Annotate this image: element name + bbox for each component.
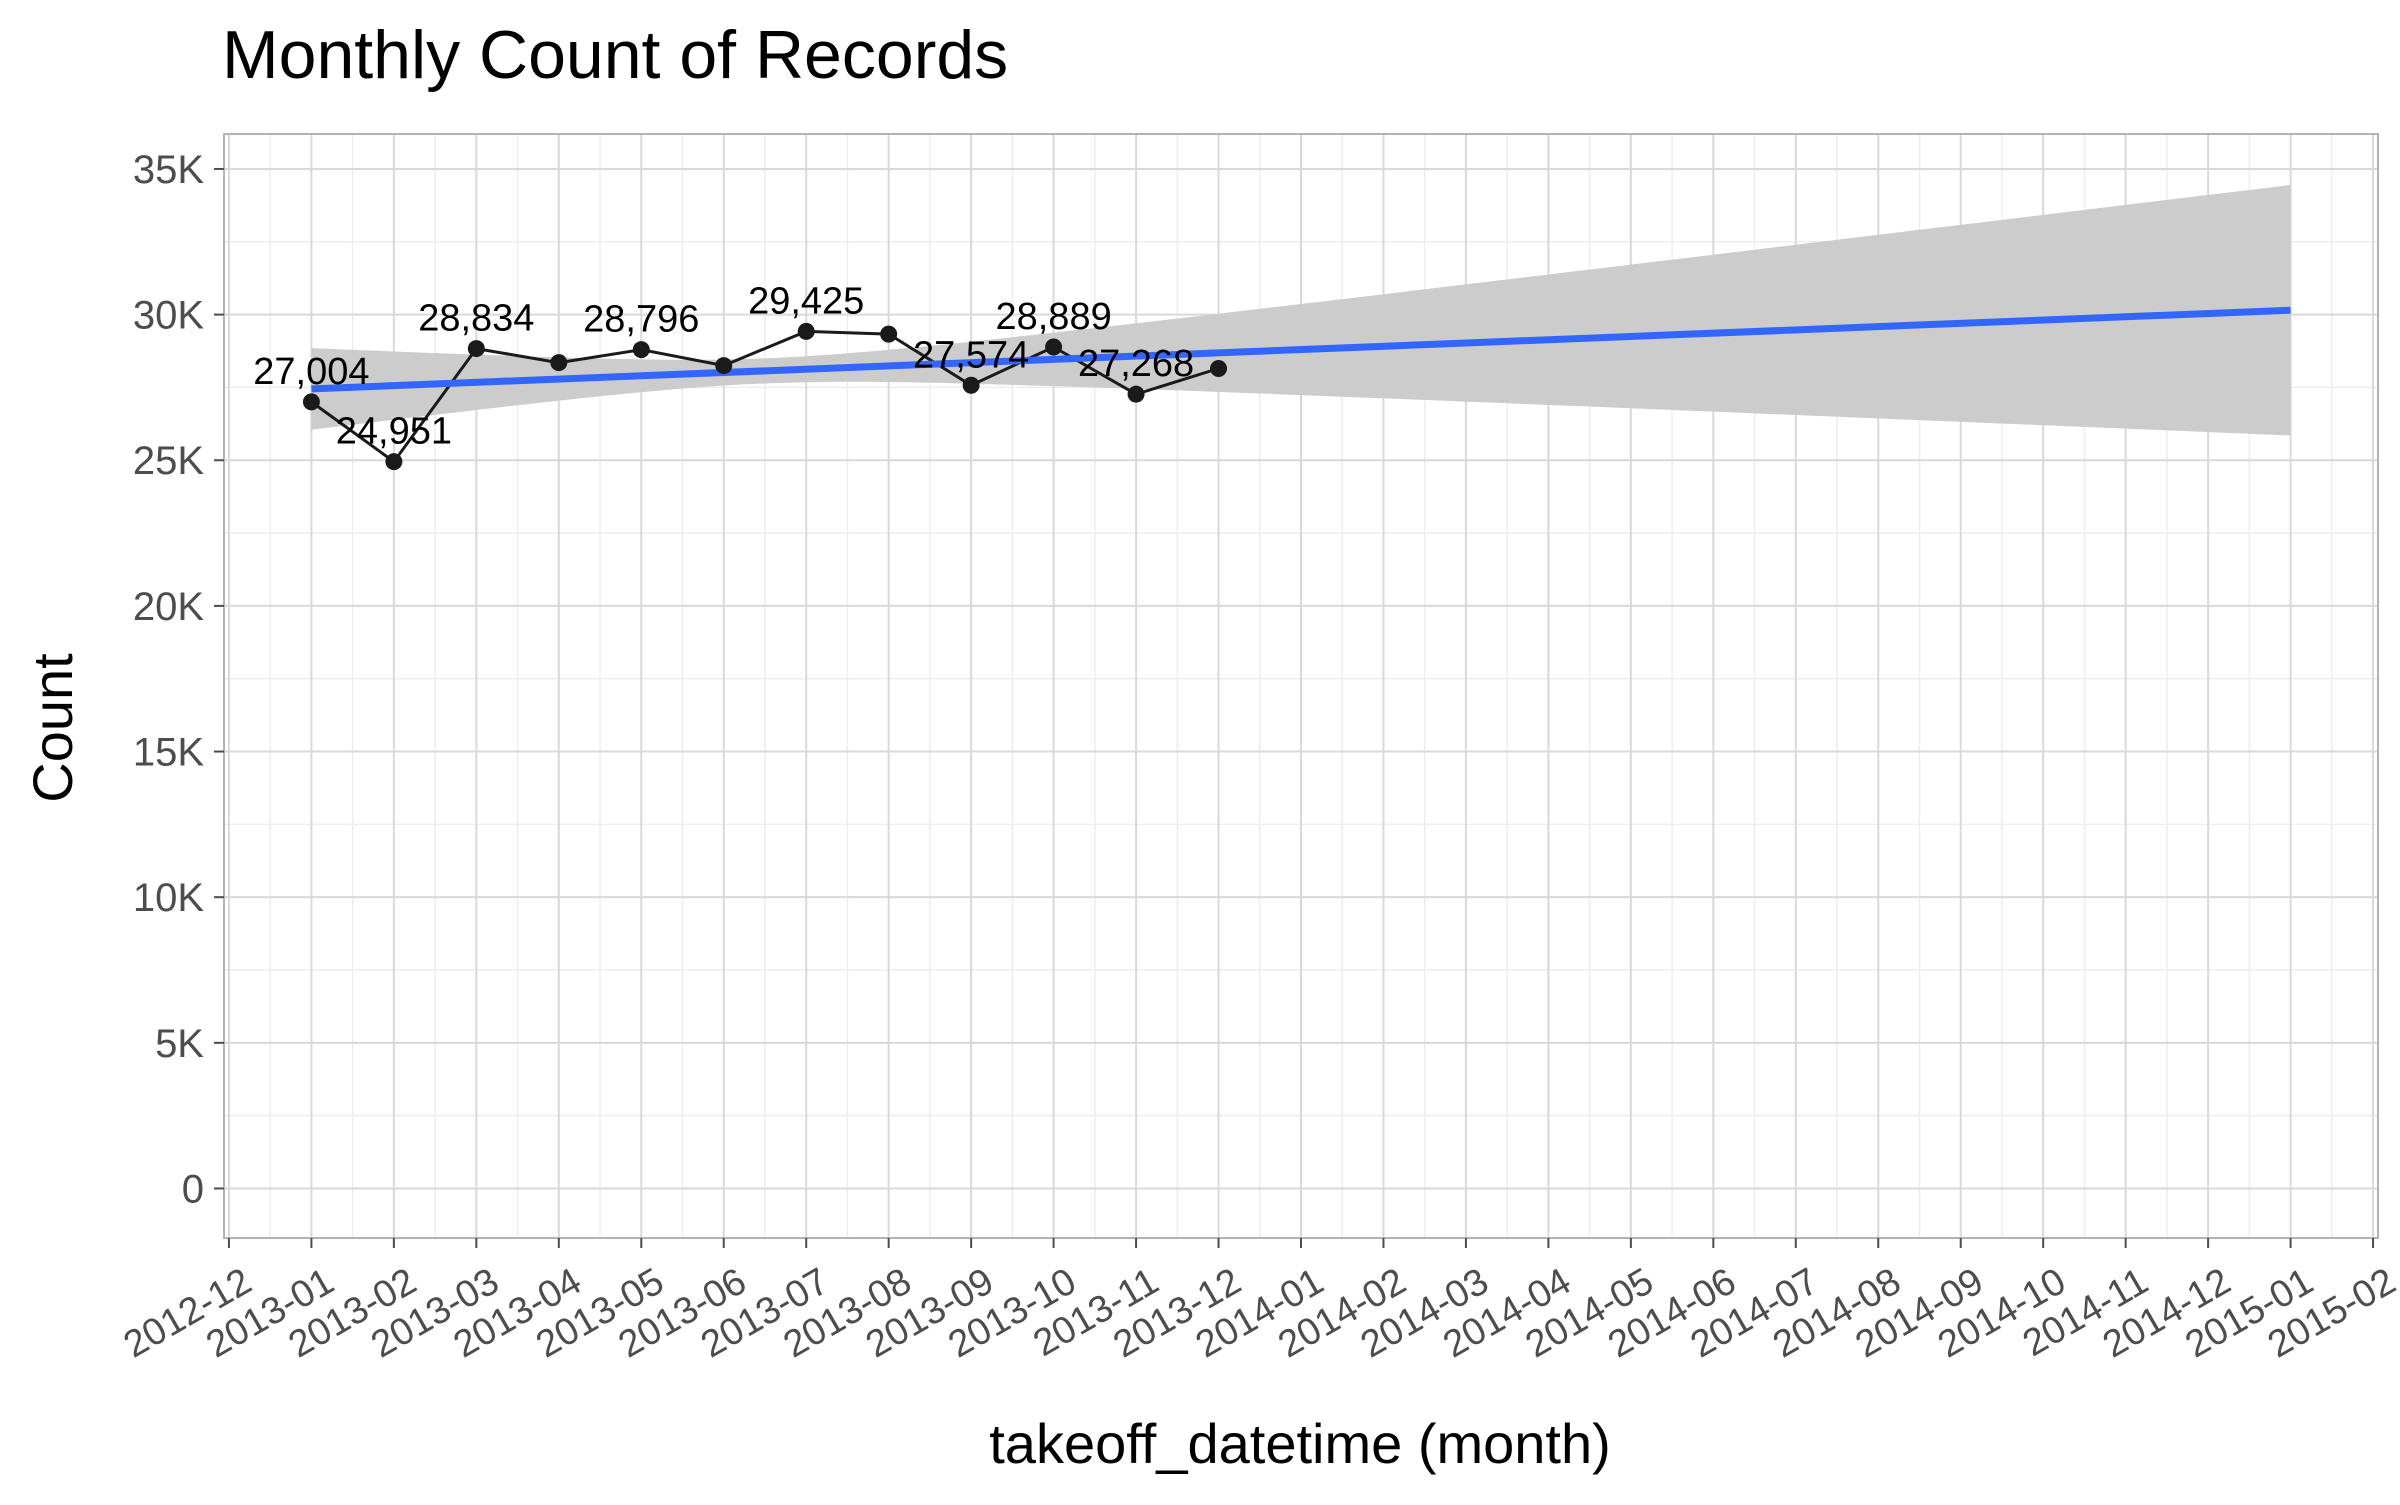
- y-axis-title: Count: [21, 653, 84, 803]
- trend-line: [311, 306, 2291, 393]
- x-axis-title: takeoff_datetime (month): [989, 1412, 1611, 1475]
- data-point: [1045, 338, 1063, 356]
- y-tick-label: 0: [182, 1167, 204, 1211]
- data-labels: 27,004 24,951 28,834 28,796 29,425 27,57428,8…: [253, 280, 1194, 452]
- y-tick-label: 5K: [155, 1022, 204, 1066]
- data-label: 28,889: [995, 296, 1111, 338]
- y-tick-label: 10K: [133, 876, 204, 920]
- data-point: [1127, 385, 1145, 403]
- data-point: [962, 376, 980, 394]
- data-label: 28,796: [583, 299, 699, 341]
- trend-line-path: [311, 306, 2291, 393]
- data-point: [880, 325, 898, 343]
- series-line: [310, 329, 1219, 464]
- points: [302, 322, 1228, 471]
- data-point: [385, 453, 403, 471]
- chart-title: Monthly Count of Records: [222, 17, 1008, 93]
- y-tick-label: 30K: [133, 294, 204, 338]
- confidence-band-area: [311, 185, 2291, 436]
- data-label: 27,004: [253, 351, 369, 393]
- data-point: [467, 340, 485, 358]
- data-label: 29,425: [748, 280, 864, 322]
- y-tick-label: 35K: [133, 148, 204, 192]
- y-tick-label: 15K: [133, 731, 204, 775]
- y-tick-label: 20K: [133, 585, 204, 629]
- data-point: [550, 354, 568, 372]
- data-point: [302, 393, 320, 411]
- data-label: 24,951: [336, 411, 452, 453]
- confidence-band: [311, 185, 2291, 436]
- data-label: 27,268: [1078, 343, 1194, 385]
- series: [310, 329, 1219, 464]
- data-point: [632, 341, 650, 359]
- data-point: [797, 322, 815, 340]
- data-label: 27,574: [913, 334, 1029, 376]
- data-point: [1210, 359, 1228, 377]
- data-label: 28,834: [418, 298, 534, 340]
- data-point: [715, 357, 733, 375]
- y-tick-label: 25K: [133, 439, 204, 483]
